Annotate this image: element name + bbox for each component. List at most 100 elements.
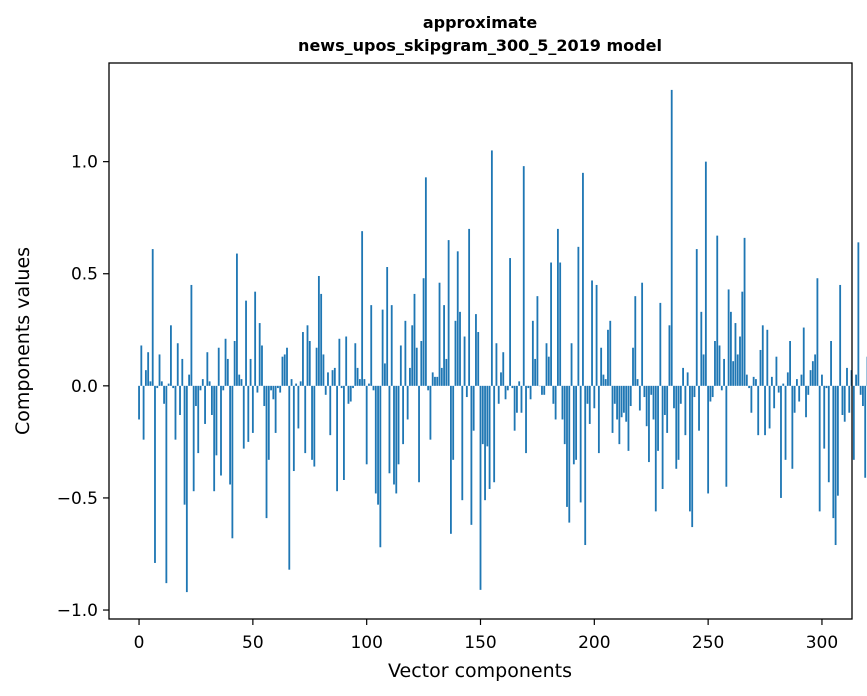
bar-component-43 [236,253,238,386]
bar-component-207 [609,320,612,386]
x-tick-label: 100 [350,633,382,653]
bar-component-180 [547,356,550,386]
bar-component-304 [830,341,832,386]
bar-component-208 [611,385,614,433]
bar-component-93 [349,385,352,402]
bar-component-229 [659,302,662,386]
bar-component-41 [231,385,234,539]
bar-component-199 [591,280,593,386]
bar-component-283 [782,383,785,386]
bar-component-10 [160,381,163,386]
bar-component-18 [179,385,181,415]
bar-component-282 [780,385,782,498]
bar-component-8 [156,385,159,389]
bar-component-29 [204,385,206,424]
bar-component-305 [832,385,835,519]
bar-component-300 [821,374,823,386]
bar-component-219 [636,379,639,386]
bar-component-94 [352,385,354,389]
bar-component-13 [167,383,170,386]
bar-component-269 [750,385,753,413]
bar-component-91 [345,336,348,386]
bar-component-30 [206,352,209,386]
bar-component-23 [190,284,193,386]
bar-component-315 [855,374,858,386]
bar-component-154 [488,385,491,489]
bar-component-238 [679,385,682,404]
bar-component-96 [356,367,359,386]
bar-component-270 [752,376,755,386]
bar-component-36 [220,385,222,476]
bar-component-240 [684,385,687,436]
bar-component-68 [292,385,295,472]
bar-component-255 [718,345,721,386]
bar-component-287 [791,385,794,469]
bar-component-262 [734,323,737,386]
bar-component-201 [595,284,598,386]
bar-component-35 [217,347,220,386]
bar-component-299 [818,385,821,512]
bar-component-276 [766,329,769,386]
bar-component-7 [154,385,156,563]
bar-component-174 [534,358,537,386]
bar-component-293 [805,385,807,418]
bar-component-263 [736,354,739,386]
bar-component-21 [185,385,188,593]
chart-title: approximate news_upos_skipgram_300_5_201… [298,13,662,55]
bar-component-173 [531,320,534,386]
bar-component-129 [431,372,434,386]
bar-component-103 [372,385,375,391]
bar-component-261 [732,361,735,386]
bar-component-161 [504,385,507,400]
bar-component-221 [641,282,644,386]
bar-component-241 [686,372,689,386]
bar-component-163 [509,258,511,386]
bar-component-74 [306,325,309,386]
bar-component-164 [511,385,514,389]
bar-component-19 [181,358,184,386]
bar-component-319 [864,385,867,478]
bar-component-257 [723,358,725,386]
bar-component-26 [197,385,200,454]
bar-component-117 [404,320,407,386]
bar-component-55 [263,385,266,407]
bar-component-39 [226,358,229,386]
bar-component-218 [634,296,637,386]
bar-component-17 [176,343,179,386]
bar-component-167 [518,381,521,386]
bar-component-187 [563,385,566,445]
bar-component-249 [704,161,707,386]
bar-component-37 [222,385,225,391]
y-tick-label: −0.5 [57,489,98,509]
bar-component-273 [759,349,762,386]
y-axis-ticks: −1.0 −0.5 0.0 0.5 1.0 [57,153,109,621]
bar-component-306 [834,385,837,546]
bar-component-110 [388,385,391,474]
bar-component-259 [727,289,730,386]
bar-component-290 [798,385,801,402]
bar-component-88 [338,338,341,386]
bar-component-146 [470,385,473,525]
bar-component-213 [623,385,625,413]
bar-component-302 [825,385,828,389]
bar-component-245 [695,249,698,386]
bar-component-50 [251,385,254,433]
bar-component-192 [575,385,578,460]
bar-component-51 [254,291,257,386]
bar-component-281 [777,385,780,393]
bar-component-194 [579,385,582,503]
bar-component-189 [568,385,571,523]
bar-component-291 [800,374,803,386]
bar-component-206 [607,329,609,386]
bar-component-15 [172,385,175,389]
bar-component-72 [302,332,304,386]
bar-component-296 [811,361,814,386]
bar-component-111 [390,305,393,386]
bar-component-77 [313,385,316,467]
bar-component-149 [477,332,480,386]
bar-component-12 [165,385,168,584]
bar-component-47 [245,300,247,386]
bar-component-48 [247,385,250,442]
bar-component-99 [363,379,366,386]
bar-component-156 [493,385,496,483]
